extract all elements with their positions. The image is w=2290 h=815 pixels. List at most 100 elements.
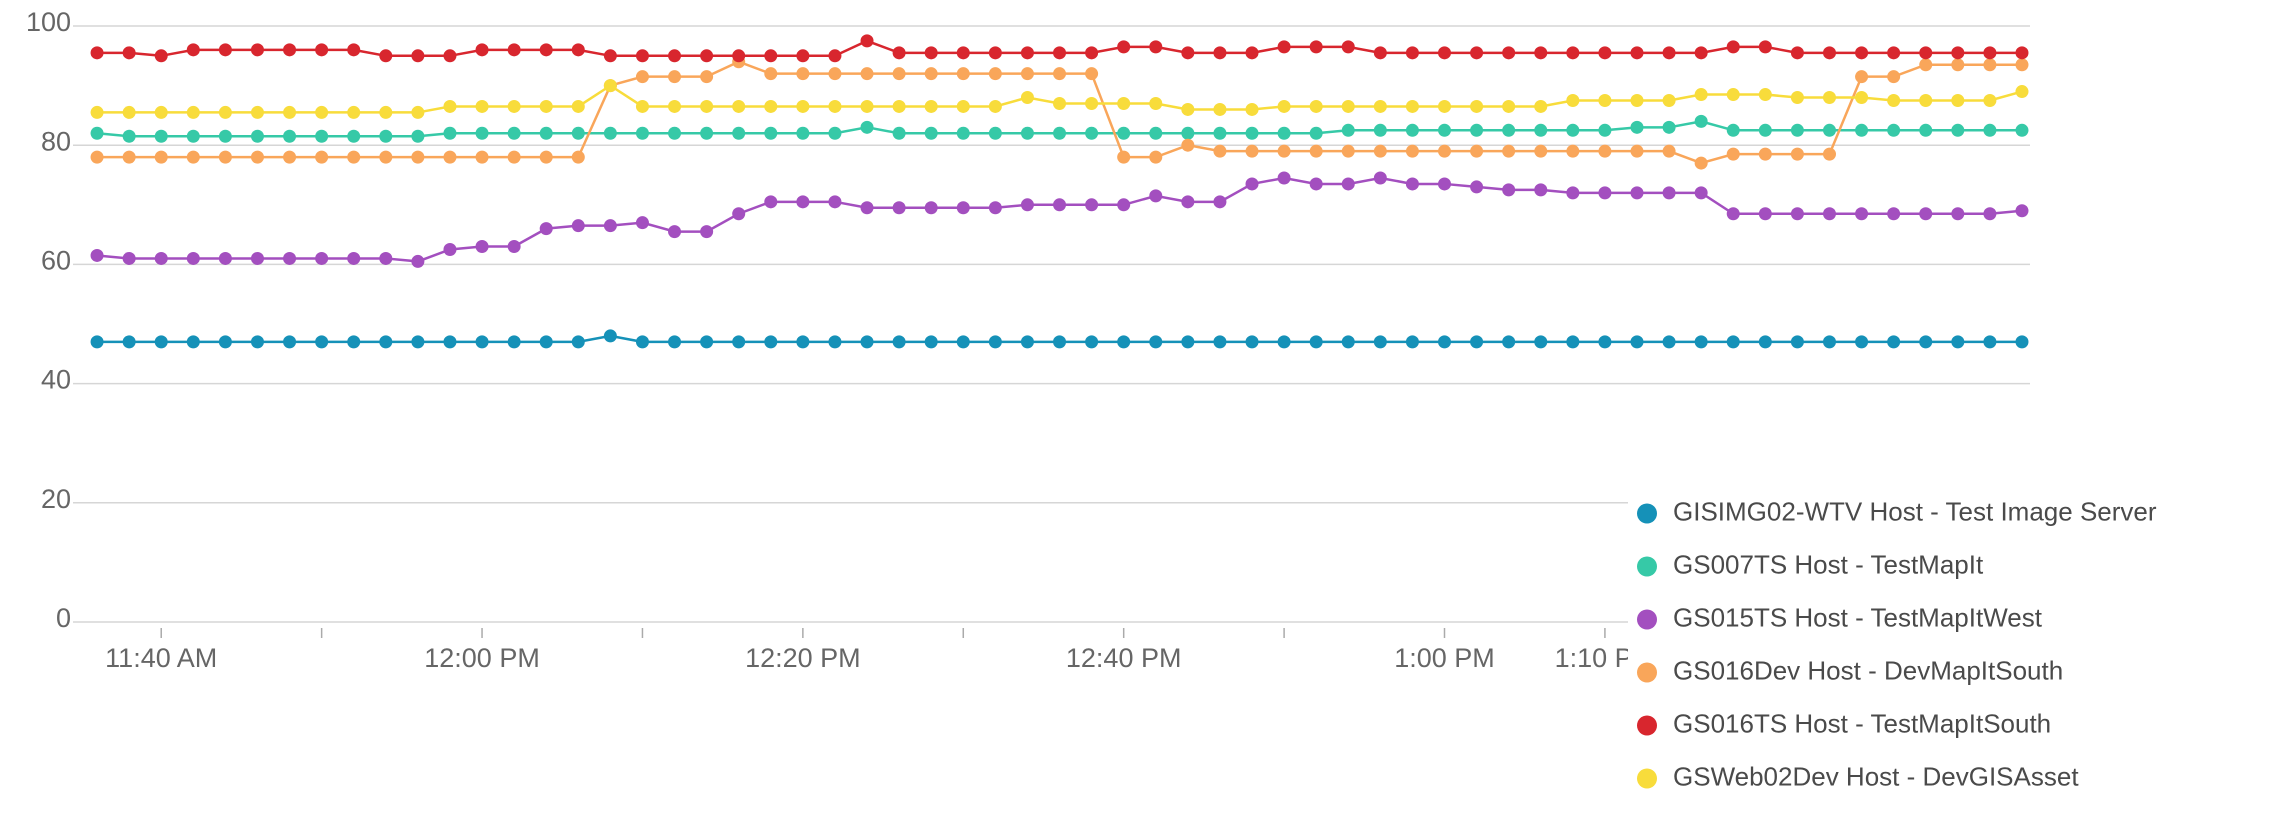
data-point <box>443 243 457 256</box>
data-point <box>1758 40 1772 54</box>
data-point <box>475 240 489 254</box>
data-point <box>1630 94 1644 107</box>
x-axis: 11:40 AM 12:00 PM 12:20 PM 12:40 PM 1:00 PM 1… <box>105 628 1655 673</box>
data-point <box>1213 46 1227 60</box>
data-point <box>250 150 264 164</box>
data-point <box>283 43 297 57</box>
data-point <box>186 129 200 143</box>
data-point <box>1405 99 1419 113</box>
data-point <box>1470 99 1484 113</box>
data-point <box>1341 177 1355 191</box>
data-point <box>1919 94 1933 107</box>
data-point <box>1149 96 1163 110</box>
data-point <box>988 67 1002 81</box>
data-point <box>1566 46 1580 60</box>
data-point <box>90 335 104 349</box>
data-point <box>1662 46 1676 60</box>
data-point <box>1085 126 1099 140</box>
data-point <box>1405 335 1419 349</box>
data-point <box>1309 40 1323 54</box>
data-point <box>988 335 1002 349</box>
legend-label: GS015TS Host - TestMapItWest <box>1673 602 2043 632</box>
data-point <box>571 126 585 140</box>
data-point <box>186 150 200 164</box>
data-point <box>218 43 232 57</box>
data-point <box>1405 46 1419 60</box>
data-point <box>892 335 906 349</box>
legend-label: GSWeb02Dev Host - DevGISAsset <box>1673 761 2079 791</box>
data-point <box>475 150 489 164</box>
data-point <box>1181 102 1195 116</box>
data-point <box>443 150 457 164</box>
data-point <box>347 129 361 143</box>
x-tick-label: 12:20 PM <box>745 643 861 673</box>
data-point <box>1951 123 1965 137</box>
data-point <box>571 150 585 164</box>
y-tick-label: 0 <box>56 603 71 633</box>
data-point <box>1341 144 1355 158</box>
data-point <box>1309 335 1323 349</box>
data-point <box>1983 94 1997 107</box>
data-point <box>988 126 1002 140</box>
data-point <box>732 335 746 349</box>
data-point <box>443 126 457 140</box>
data-point <box>635 49 649 63</box>
data-point <box>379 105 393 119</box>
data-point <box>764 49 778 63</box>
data-point <box>250 251 264 265</box>
data-point <box>635 70 649 84</box>
data-point <box>1117 335 1131 349</box>
data-point <box>154 150 168 164</box>
data-point <box>764 195 778 209</box>
data-point <box>1309 126 1323 140</box>
data-point <box>1502 99 1516 113</box>
data-point <box>1726 147 1740 161</box>
legend-label: GS007TS Host - TestMapIt <box>1673 549 1984 579</box>
data-point <box>1277 99 1291 113</box>
data-point <box>122 335 136 349</box>
data-point <box>1694 335 1708 349</box>
data-point <box>154 105 168 119</box>
data-point <box>1341 335 1355 349</box>
data-point <box>379 251 393 265</box>
data-point <box>507 43 521 57</box>
data-point <box>668 70 682 84</box>
data-point <box>1855 123 1869 137</box>
data-point <box>924 99 938 113</box>
data-point <box>347 251 361 265</box>
legend: GISIMG02-WTV Host - Test Image Server GS0… <box>1628 483 2290 815</box>
data-point <box>1085 198 1099 212</box>
data-point <box>668 49 682 63</box>
data-point <box>1822 207 1836 221</box>
data-point <box>218 251 232 265</box>
data-point <box>186 105 200 119</box>
data-point <box>1598 335 1612 349</box>
data-point <box>379 129 393 143</box>
data-point <box>1181 46 1195 60</box>
data-point <box>186 43 200 57</box>
data-point <box>2015 335 2029 349</box>
data-point <box>1534 183 1548 197</box>
data-point <box>956 67 970 81</box>
data-point <box>379 49 393 63</box>
data-point <box>1470 46 1484 60</box>
data-point <box>411 49 425 63</box>
data-point <box>892 126 906 140</box>
data-point <box>1020 67 1034 81</box>
data-point <box>1277 126 1291 140</box>
data-point <box>1630 46 1644 60</box>
data-point <box>539 335 553 349</box>
legend-swatch <box>1637 609 1657 630</box>
data-point <box>635 216 649 230</box>
data-point <box>475 43 489 57</box>
data-point <box>1534 335 1548 349</box>
data-point <box>475 335 489 349</box>
data-point <box>1887 123 1901 137</box>
data-point <box>154 129 168 143</box>
data-point <box>1566 123 1580 137</box>
data-point <box>186 335 200 349</box>
data-point <box>411 129 425 143</box>
data-point <box>571 335 585 349</box>
data-point <box>315 43 329 57</box>
data-point <box>1855 46 1869 60</box>
